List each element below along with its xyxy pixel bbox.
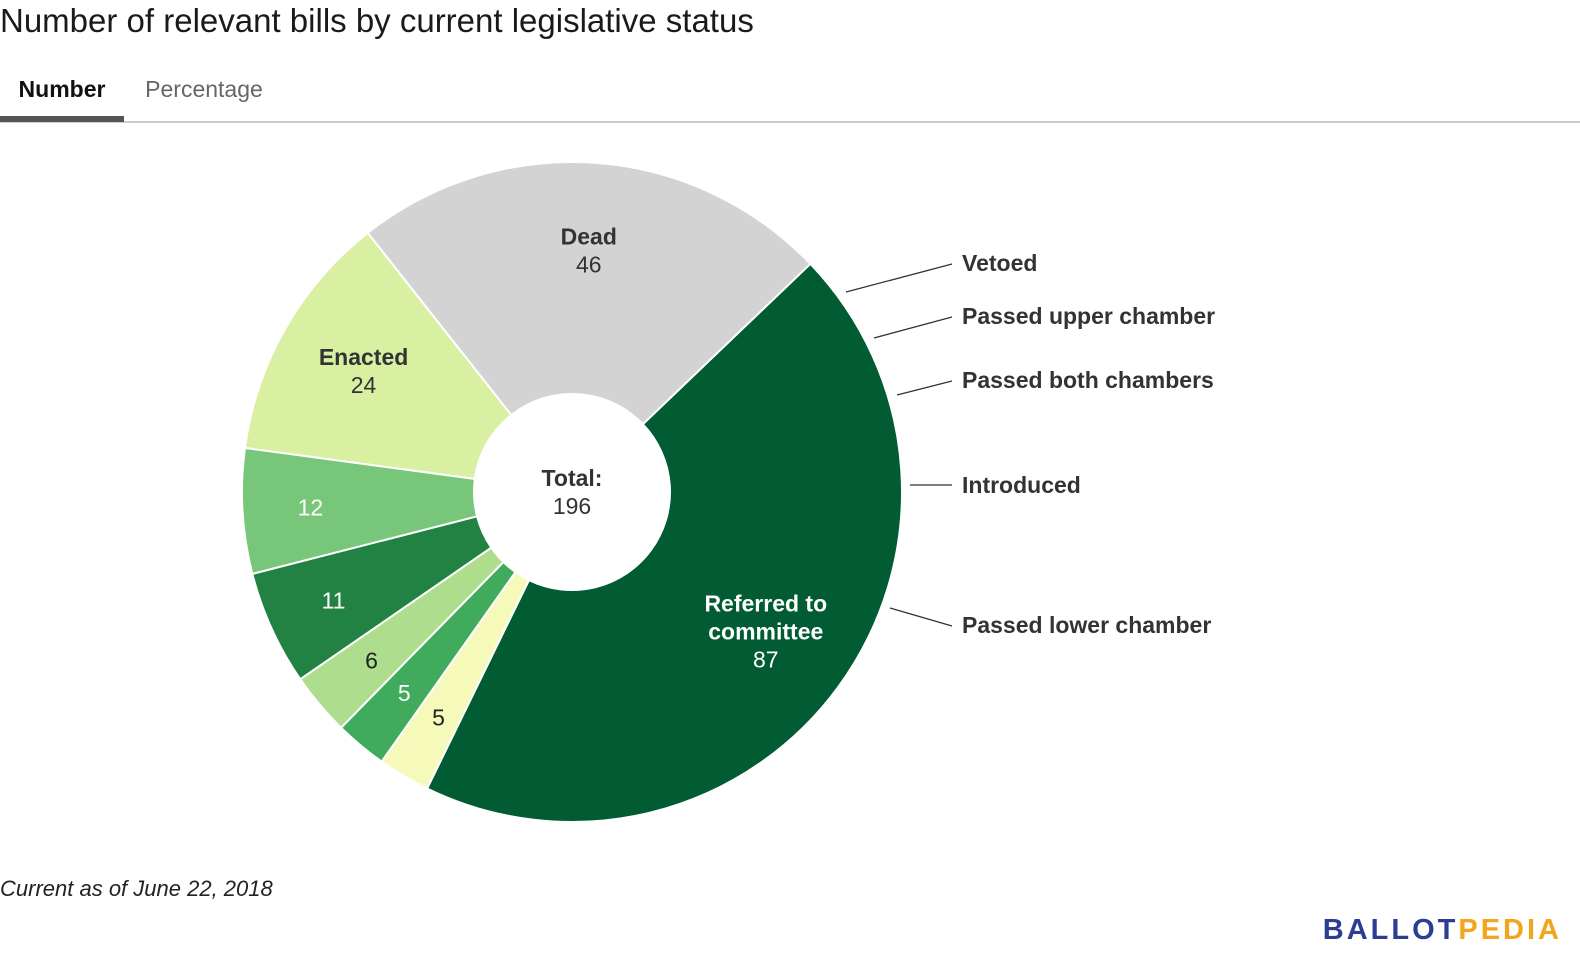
slice-value-introduced: 11 (322, 588, 346, 614)
footnote: Current as of June 22, 2018 (0, 876, 273, 901)
slice-value-passed-both-chambers: 6 (365, 648, 378, 674)
slice-label-enacted-1: Enacted (319, 344, 408, 370)
callout-label-vetoed: Vetoed (962, 250, 1037, 276)
slice-value-enacted: 24 (351, 372, 377, 398)
center-total-value: 196 (553, 493, 591, 519)
leader-line-passed-upper-chamber (873, 316, 953, 339)
leader-line-passed-lower-chamber (889, 607, 953, 627)
tab-bar-divider (0, 121, 1580, 123)
ballotpedia-logo: BALLOTPEDIA (1323, 914, 1562, 947)
leader-line-passed-both-chambers (896, 380, 953, 396)
slice-value-dead: 46 (576, 252, 602, 278)
slice-label-referred-to-committee-1: Referred to (704, 591, 827, 617)
slice-value-vetoed: 5 (432, 704, 445, 730)
callout-label-passed-lower-chamber: Passed lower chamber (962, 612, 1211, 638)
callout-label-introduced: Introduced (962, 472, 1081, 498)
slice-label-referred-to-committee-2: committee (708, 619, 823, 645)
tab-percentage[interactable]: Percentage (145, 76, 263, 102)
tab-number[interactable]: Number (0, 70, 124, 122)
slice-referred-to-committee (425, 262, 903, 823)
slice-value-referred-to-committee: 87 (753, 647, 779, 673)
leader-line-vetoed (845, 263, 953, 293)
chart-title: Number of relevant bills by current legi… (0, 2, 754, 39)
tab-bar: Number Percentage (0, 70, 1580, 123)
logo-part-ballot: BALLOT (1322, 914, 1459, 946)
slice-value-passed-lower-chamber: 12 (298, 494, 324, 520)
slice-dead (366, 161, 812, 426)
slice-enacted (243, 231, 513, 481)
slice-label-dead-1: Dead (561, 224, 617, 250)
callout-label-passed-upper-chamber: Passed upper chamber (962, 303, 1215, 329)
slice-value-passed-upper-chamber: 5 (398, 680, 411, 706)
logo-part-pedia: PEDIA (1458, 914, 1562, 946)
center-total-label: Total: (542, 465, 603, 491)
callout-label-passed-both-chambers: Passed both chambers (962, 367, 1214, 393)
